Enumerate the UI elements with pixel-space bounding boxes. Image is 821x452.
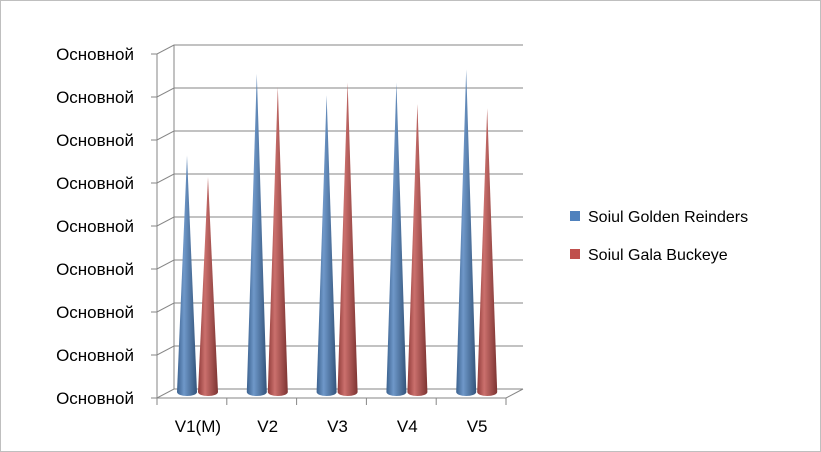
axis-layer [156,45,524,405]
cone-bar-gala-buckeye-v2 [267,86,288,396]
x-tick-label: V1(M) [175,417,221,436]
legend: Soiul Golden Reinders Soiul Gala Buckeye [570,209,748,264]
grid-layer [151,44,523,399]
cone-bar-golden-reinders-v4 [386,82,407,397]
cone-bar-gala-buckeye-v1m [198,177,218,396]
cone-bar-golden-reinders-v5 [456,69,477,396]
x-tick-label: V3 [327,417,348,436]
legend-swatch [570,211,580,221]
x-tick-labels: V1(M) V2 V3 V4 V5 [175,417,488,436]
legend-label: Soiul Gala Buckeye [588,247,728,264]
y-tick-label: Основной [56,45,134,64]
y-tick-label: Основной [56,303,134,322]
x-tick-label: V5 [467,417,488,436]
y-tick-label: Основной [56,131,134,150]
x-tick-label: V4 [397,417,418,436]
y-tick-label: Основной [56,88,134,107]
y-tick-label: Основной [56,346,134,365]
legend-swatch [570,249,580,259]
cone-bar-gala-buckeye-v4 [407,103,428,397]
y-tick-label: Основной [56,174,134,193]
cone-bar-golden-reinders-v3 [316,95,337,397]
cone-bar-gala-buckeye-v5 [477,108,498,396]
legend-label: Soiul Golden Reinders [588,209,748,226]
cone-layer [177,69,498,397]
y-tick-label: Основной [56,260,134,279]
y-tick-label: Основной [56,389,134,408]
x-tick-label: V2 [257,417,278,436]
gridline [151,44,523,55]
cone-bar-golden-reinders-v2 [246,73,267,397]
y-tick-labels: Основной Основной Основной Основной Основной… [56,45,134,408]
cone-bar-golden-reinders-v1m [177,155,197,396]
gridline [151,87,523,98]
cone-bar-gala-buckeye-v3 [337,82,358,397]
y-tick-label: Основной [56,217,134,236]
